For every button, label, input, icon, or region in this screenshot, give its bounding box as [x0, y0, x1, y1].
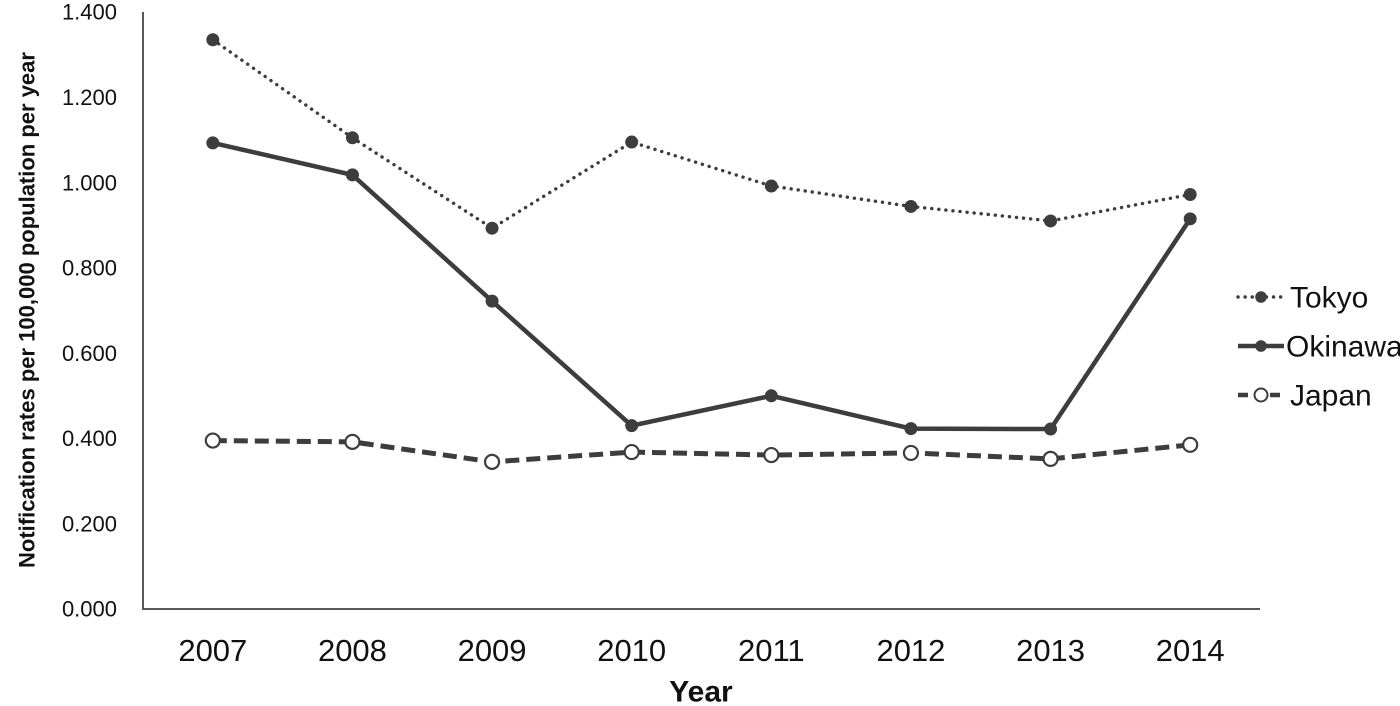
- legend-sample-marker-japan: [1253, 387, 1269, 403]
- x-tick-label-2007: 2007: [178, 633, 247, 668]
- y-tick-label-0.600: 0.600: [62, 341, 117, 366]
- data-point-tokyo-2014: [1183, 188, 1197, 202]
- data-point-okinawa-2014: [1183, 212, 1197, 226]
- y-tick-label-0.200: 0.200: [62, 511, 117, 536]
- legend-sample-marker-okinawa: [1255, 340, 1267, 352]
- x-tick-label-2009: 2009: [458, 633, 527, 668]
- series-line-okinawa: [212, 140, 1193, 432]
- legend-sample-marker-tokyo: [1255, 291, 1267, 303]
- x-tick-label-2011: 2011: [738, 633, 805, 668]
- x-axis-title: Year: [669, 676, 733, 706]
- data-point-tokyo-2009: [485, 221, 499, 235]
- x-tick-label-2012: 2012: [876, 633, 945, 668]
- legend: Tokyo Okinawa Japan: [1236, 282, 1400, 413]
- data-point-tokyo-2010: [625, 135, 639, 149]
- data-point-japan-2009: [483, 453, 501, 470]
- legend-item-okinawa: Okinawa: [1238, 331, 1400, 364]
- legend-label-japan: Japan: [1290, 380, 1372, 413]
- data-point-okinawa-2007: [206, 136, 220, 150]
- y-tick-label-1.200: 1.200: [62, 85, 117, 110]
- axis-lines: [142, 12, 1260, 610]
- data-point-tokyo-2011: [764, 179, 778, 193]
- series-line-japan: [212, 438, 1191, 465]
- x-tick-label-2013: 2013: [1016, 633, 1085, 668]
- data-point-okinawa-2013: [1044, 422, 1058, 436]
- legend-label-tokyo: Tokyo: [1290, 282, 1368, 315]
- data-point-okinawa-2008: [345, 168, 359, 182]
- x-tick-label-2010: 2010: [597, 633, 666, 668]
- data-point-tokyo-2012: [904, 199, 918, 213]
- legend-item-tokyo: Tokyo: [1236, 282, 1368, 315]
- legend-label-okinawa: Okinawa: [1286, 331, 1400, 364]
- plot-area: 0.000 0.200 0.400 0.600 0.800 1.000 1.200 1.400…: [62, 0, 1260, 668]
- dotted-line-filled-circle-icon: [1236, 291, 1286, 303]
- x-tick-label-2014: 2014: [1156, 633, 1225, 668]
- data-point-japan-2008: [344, 433, 361, 450]
- data-point-japan-2007: [204, 432, 221, 449]
- y-axis-title: Notification rates per 100,000 populatio…: [15, 52, 40, 568]
- data-point-japan-2013: [1042, 450, 1059, 467]
- data-point-japan-2012: [902, 444, 920, 462]
- data-point-okinawa-2011: [764, 389, 778, 403]
- solid-line-filled-circle-icon: [1238, 340, 1284, 352]
- y-tick-label-0.800: 0.800: [62, 256, 117, 281]
- data-point-tokyo-2013: [1044, 214, 1058, 228]
- data-point-okinawa-2010: [625, 419, 639, 433]
- y-tick-label-0.000: 0.000: [62, 597, 117, 622]
- y-tick-label-1.400: 1.400: [62, 0, 117, 25]
- data-point-okinawa-2009: [485, 294, 499, 308]
- y-tick-label-0.400: 0.400: [62, 426, 117, 451]
- data-point-okinawa-2012: [904, 422, 918, 436]
- y-tick-label-1.000: 1.000: [62, 170, 117, 195]
- data-point-tokyo-2008: [345, 131, 359, 145]
- data-point-japan-2014: [1182, 436, 1199, 453]
- data-point-tokyo-2007: [206, 33, 220, 47]
- dashed-line-open-circle-icon: [1238, 387, 1284, 403]
- legend-item-japan: Japan: [1238, 380, 1372, 413]
- x-tick-label-2008: 2008: [318, 633, 387, 668]
- data-point-japan-2010: [623, 443, 640, 461]
- series-line-tokyo: [211, 38, 1192, 231]
- data-point-japan-2011: [763, 446, 780, 464]
